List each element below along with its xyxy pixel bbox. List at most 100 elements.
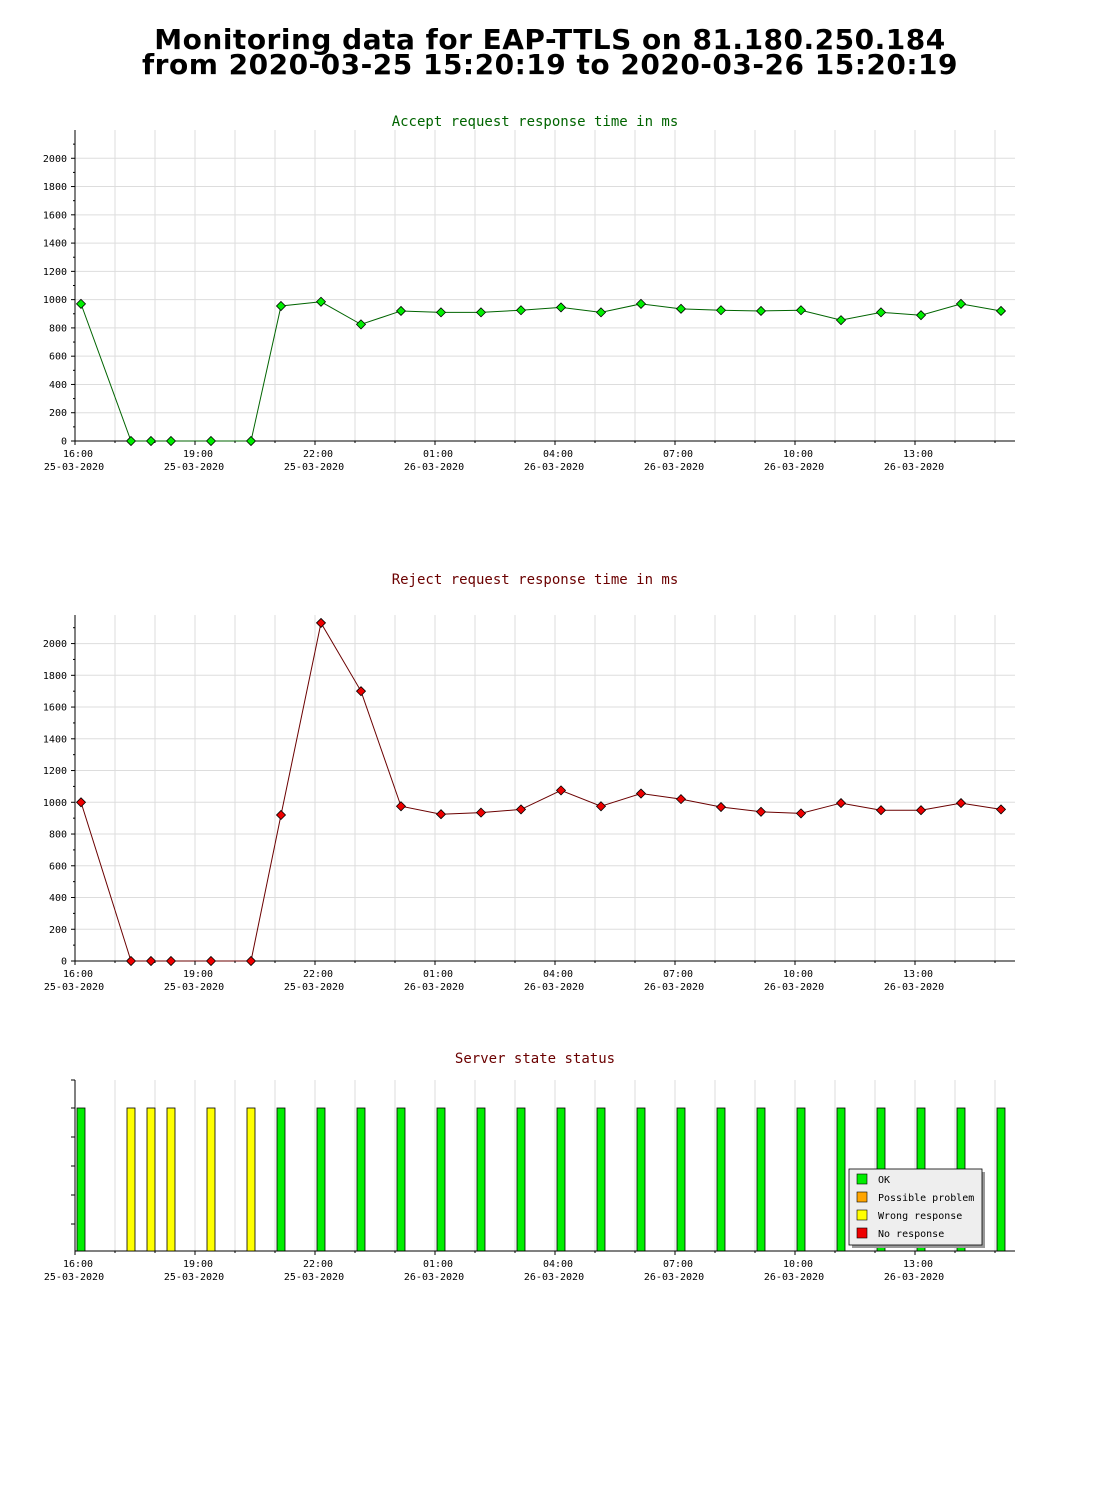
y-tick-label: 1000 bbox=[43, 295, 67, 306]
status-bar bbox=[516, 1107, 526, 1252]
x-tick-time: 16:00 bbox=[63, 1259, 93, 1270]
y-tick-label: 1400 bbox=[43, 239, 67, 250]
data-point bbox=[995, 305, 1007, 317]
data-point bbox=[395, 305, 407, 317]
y-tick-label: 400 bbox=[49, 380, 67, 391]
data-point bbox=[995, 804, 1007, 815]
legend-swatch-wrong bbox=[856, 1209, 868, 1221]
data-point bbox=[515, 305, 527, 316]
status-bar bbox=[76, 1107, 86, 1252]
y-tick-label: 200 bbox=[49, 408, 67, 419]
status-bar bbox=[756, 1107, 766, 1252]
status-bar bbox=[636, 1107, 646, 1252]
data-point bbox=[795, 808, 807, 819]
x-tick-time: 10:00 bbox=[783, 1259, 813, 1270]
data-point bbox=[125, 435, 137, 447]
x-tick-time: 22:00 bbox=[303, 449, 333, 460]
data-point bbox=[475, 807, 487, 818]
x-tick-date: 26-03-2020 bbox=[404, 462, 464, 473]
chart-1: Accept request response time in ms 0 200 40… bbox=[43, 114, 1015, 473]
data-point bbox=[75, 298, 87, 309]
y-tick-label: 1000 bbox=[43, 798, 67, 809]
x-tick-date: 25-03-2020 bbox=[284, 462, 344, 473]
y-tick-label: 2000 bbox=[43, 154, 67, 165]
x-tick-time: 04:00 bbox=[543, 969, 573, 980]
status-bar bbox=[596, 1107, 606, 1252]
status-bar bbox=[246, 1107, 256, 1252]
chart-title: Server state status bbox=[455, 1051, 615, 1067]
legend-swatch-ok bbox=[856, 1173, 868, 1185]
status-bar bbox=[836, 1107, 846, 1252]
data-point bbox=[125, 955, 137, 967]
x-tick-date: 25-03-2020 bbox=[284, 982, 344, 993]
x-tick-date: 26-03-2020 bbox=[644, 982, 704, 993]
data-point bbox=[435, 307, 447, 318]
data-point bbox=[395, 801, 407, 812]
grid bbox=[75, 130, 1015, 441]
y-tick-label: 800 bbox=[49, 830, 67, 841]
status-bar bbox=[556, 1107, 566, 1252]
x-tick-date: 26-03-2020 bbox=[404, 1272, 464, 1283]
status-bar bbox=[396, 1107, 406, 1252]
data-point bbox=[955, 298, 967, 309]
legend-label-none: No response bbox=[878, 1229, 944, 1240]
x-tick-date: 25-03-2020 bbox=[164, 462, 224, 473]
data-point bbox=[355, 319, 367, 330]
x-tick-time: 22:00 bbox=[303, 969, 333, 980]
data-point bbox=[245, 435, 257, 447]
y-tick-label: 1600 bbox=[43, 703, 67, 714]
data-point bbox=[275, 300, 287, 312]
y-tick-label: 2000 bbox=[43, 639, 67, 650]
data-point bbox=[165, 955, 177, 967]
legend-label-possible: Possible problem bbox=[878, 1193, 974, 1204]
page-title-line-2: from 2020-03-25 15:20:19 to 2020-03-26 1… bbox=[141, 48, 959, 81]
page-title-line-1: Monitoring data for EAP-TTLS on 81.180.2… bbox=[154, 23, 946, 56]
series-line bbox=[80, 621, 1002, 962]
chart-title: Reject request response time in ms bbox=[392, 572, 679, 588]
data-point bbox=[795, 305, 807, 316]
legend-swatch-none bbox=[856, 1227, 868, 1239]
data-point bbox=[875, 307, 887, 318]
x-tick-date: 25-03-2020 bbox=[44, 462, 104, 473]
data-point bbox=[165, 435, 177, 447]
status-bar bbox=[436, 1107, 446, 1252]
status-bar bbox=[716, 1107, 726, 1252]
data-point bbox=[515, 804, 527, 815]
x-tick-time: 07:00 bbox=[663, 969, 693, 980]
data-point bbox=[435, 809, 447, 820]
x-tick-time: 10:00 bbox=[783, 969, 813, 980]
status-bar bbox=[476, 1107, 486, 1252]
data-point bbox=[475, 307, 487, 318]
status-bar bbox=[146, 1107, 156, 1252]
x-tick-date: 26-03-2020 bbox=[524, 1272, 584, 1283]
data-point bbox=[555, 785, 567, 796]
x-tick-time: 07:00 bbox=[663, 449, 693, 460]
x-tick-date: 26-03-2020 bbox=[644, 1272, 704, 1283]
y-tick-label: 0 bbox=[61, 957, 67, 968]
data-point bbox=[315, 617, 327, 629]
data-point bbox=[275, 809, 287, 821]
x-tick-date: 25-03-2020 bbox=[44, 1272, 104, 1283]
y-tick-label: 0 bbox=[61, 437, 67, 448]
x-tick-date: 26-03-2020 bbox=[884, 1272, 944, 1283]
status-bar bbox=[166, 1107, 176, 1252]
y-tick-label: 800 bbox=[49, 323, 67, 334]
x-tick-date: 26-03-2020 bbox=[764, 462, 824, 473]
data-point bbox=[145, 435, 157, 447]
data-point bbox=[715, 305, 727, 316]
y-tick-label: 1800 bbox=[43, 671, 67, 682]
x-tick-date: 25-03-2020 bbox=[164, 982, 224, 993]
legend-box bbox=[848, 1168, 983, 1246]
grid bbox=[75, 615, 1015, 961]
status-bar bbox=[276, 1107, 286, 1252]
x-tick-date: 26-03-2020 bbox=[524, 462, 584, 473]
data-point bbox=[555, 302, 567, 313]
data-point bbox=[355, 686, 367, 697]
x-tick-time: 13:00 bbox=[903, 1259, 933, 1270]
status-bar bbox=[356, 1107, 366, 1252]
data-point bbox=[875, 805, 887, 816]
x-tick-date: 26-03-2020 bbox=[764, 1272, 824, 1283]
x-tick-time: 19:00 bbox=[183, 1259, 213, 1270]
x-tick-time: 01:00 bbox=[423, 449, 453, 460]
data-point bbox=[635, 788, 647, 799]
